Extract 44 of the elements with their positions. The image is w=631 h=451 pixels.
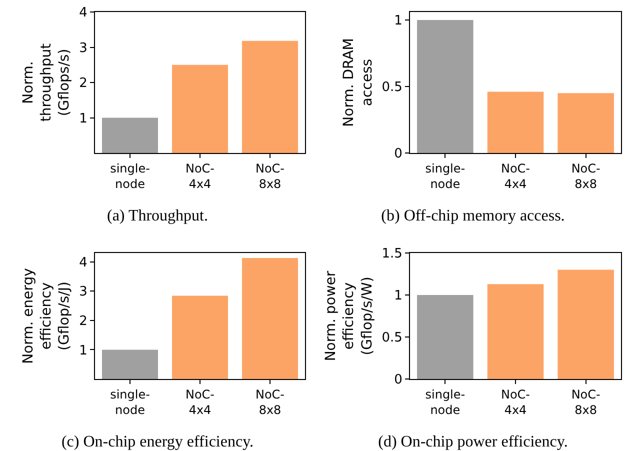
y-tick-label: 0.5 <box>382 330 402 346</box>
bar <box>558 93 614 153</box>
bar <box>102 118 158 153</box>
x-tick-label: single-node <box>425 161 466 191</box>
x-tick-label: NoC-4x4 <box>185 387 215 417</box>
y-tick-label: 4 <box>79 255 88 270</box>
y-axis-title: Norm. DRAM access <box>341 38 376 127</box>
bar <box>417 20 474 153</box>
text: (d) On-chip power efficiency. <box>378 433 568 450</box>
y-tick-label: 2 <box>79 76 88 92</box>
y-tick-label: 1 <box>394 14 402 29</box>
bar <box>487 92 544 153</box>
y-axis-title: Norm. energy efficiency (Gflop/s/J) <box>20 268 73 364</box>
bar <box>242 258 298 379</box>
text: (c) On-chip energy efficiency. <box>61 433 254 450</box>
x-tick-label: NoC-8x8 <box>571 161 600 191</box>
y-tick-label: 0 <box>394 372 402 388</box>
y-axis-title: Norm. throughput (Gflops/s) <box>20 42 73 122</box>
y-tick-label: 2 <box>79 314 88 329</box>
x-tick-label: NoC-4x4 <box>500 387 530 417</box>
y-tick-label: 1 <box>394 288 402 304</box>
bar <box>242 40 298 153</box>
x-tick-label: NoC-4x4 <box>500 161 530 191</box>
x-tick-label: single-node <box>110 161 150 191</box>
y-tick-label: 3 <box>79 40 88 56</box>
y-tick-label: 3 <box>79 284 88 300</box>
bar <box>172 296 228 379</box>
x-tick-label: NoC-8x8 <box>255 161 285 191</box>
y-axis-title: Norm. power efficiency (Gflop/s/W) <box>322 270 376 362</box>
text: (a) Throughput. <box>106 208 208 224</box>
y-tick-label: 4 <box>79 6 88 21</box>
y-tick-label: 0 <box>394 146 402 162</box>
x-tick-label: single-node <box>110 387 150 417</box>
bar <box>172 64 228 153</box>
x-tick-label: NoC-8x8 <box>571 387 600 417</box>
text: (b) Off-chip memory access. <box>381 208 565 224</box>
y-tick-label: 0.5 <box>382 80 402 96</box>
y-tick-label: 1 <box>79 111 88 126</box>
x-tick-label: single-node <box>425 387 466 417</box>
x-tick-label: NoC-8x8 <box>255 387 285 417</box>
bar <box>102 350 158 379</box>
y-tick-label: 1 <box>79 343 88 358</box>
x-tick-label: NoC-4x4 <box>185 161 215 191</box>
y-tick-label: 1.5 <box>382 246 402 262</box>
